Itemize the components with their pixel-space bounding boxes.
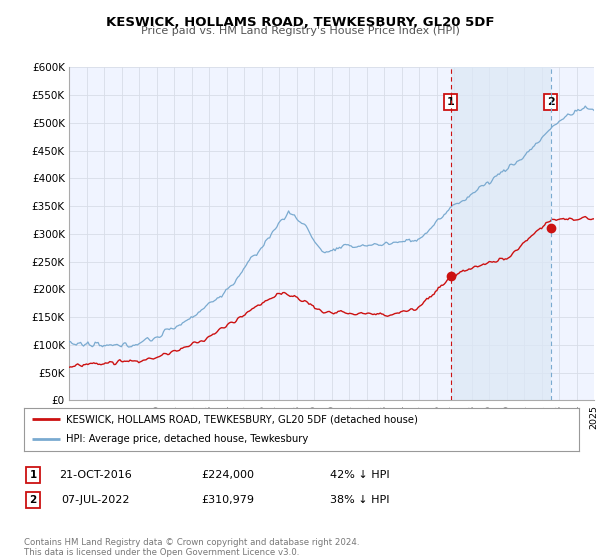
Text: 21-OCT-2016: 21-OCT-2016: [59, 470, 133, 480]
Text: 2: 2: [547, 97, 554, 107]
Text: KESWICK, HOLLAMS ROAD, TEWKESBURY, GL20 5DF (detached house): KESWICK, HOLLAMS ROAD, TEWKESBURY, GL20 …: [65, 414, 418, 424]
Text: £224,000: £224,000: [202, 470, 254, 480]
Text: 1: 1: [29, 470, 37, 480]
Text: Contains HM Land Registry data © Crown copyright and database right 2024.
This d: Contains HM Land Registry data © Crown c…: [24, 538, 359, 557]
Text: KESWICK, HOLLAMS ROAD, TEWKESBURY, GL20 5DF: KESWICK, HOLLAMS ROAD, TEWKESBURY, GL20 …: [106, 16, 494, 29]
Bar: [451, 67, 551, 400]
Text: HPI: Average price, detached house, Tewkesbury: HPI: Average price, detached house, Tewk…: [65, 434, 308, 444]
Text: 07-JUL-2022: 07-JUL-2022: [62, 495, 130, 505]
Text: 2: 2: [29, 495, 37, 505]
Text: £310,979: £310,979: [202, 495, 254, 505]
Text: 38% ↓ HPI: 38% ↓ HPI: [330, 495, 390, 505]
Text: 1: 1: [447, 97, 455, 107]
Text: 42% ↓ HPI: 42% ↓ HPI: [330, 470, 390, 480]
Text: Price paid vs. HM Land Registry's House Price Index (HPI): Price paid vs. HM Land Registry's House …: [140, 26, 460, 36]
